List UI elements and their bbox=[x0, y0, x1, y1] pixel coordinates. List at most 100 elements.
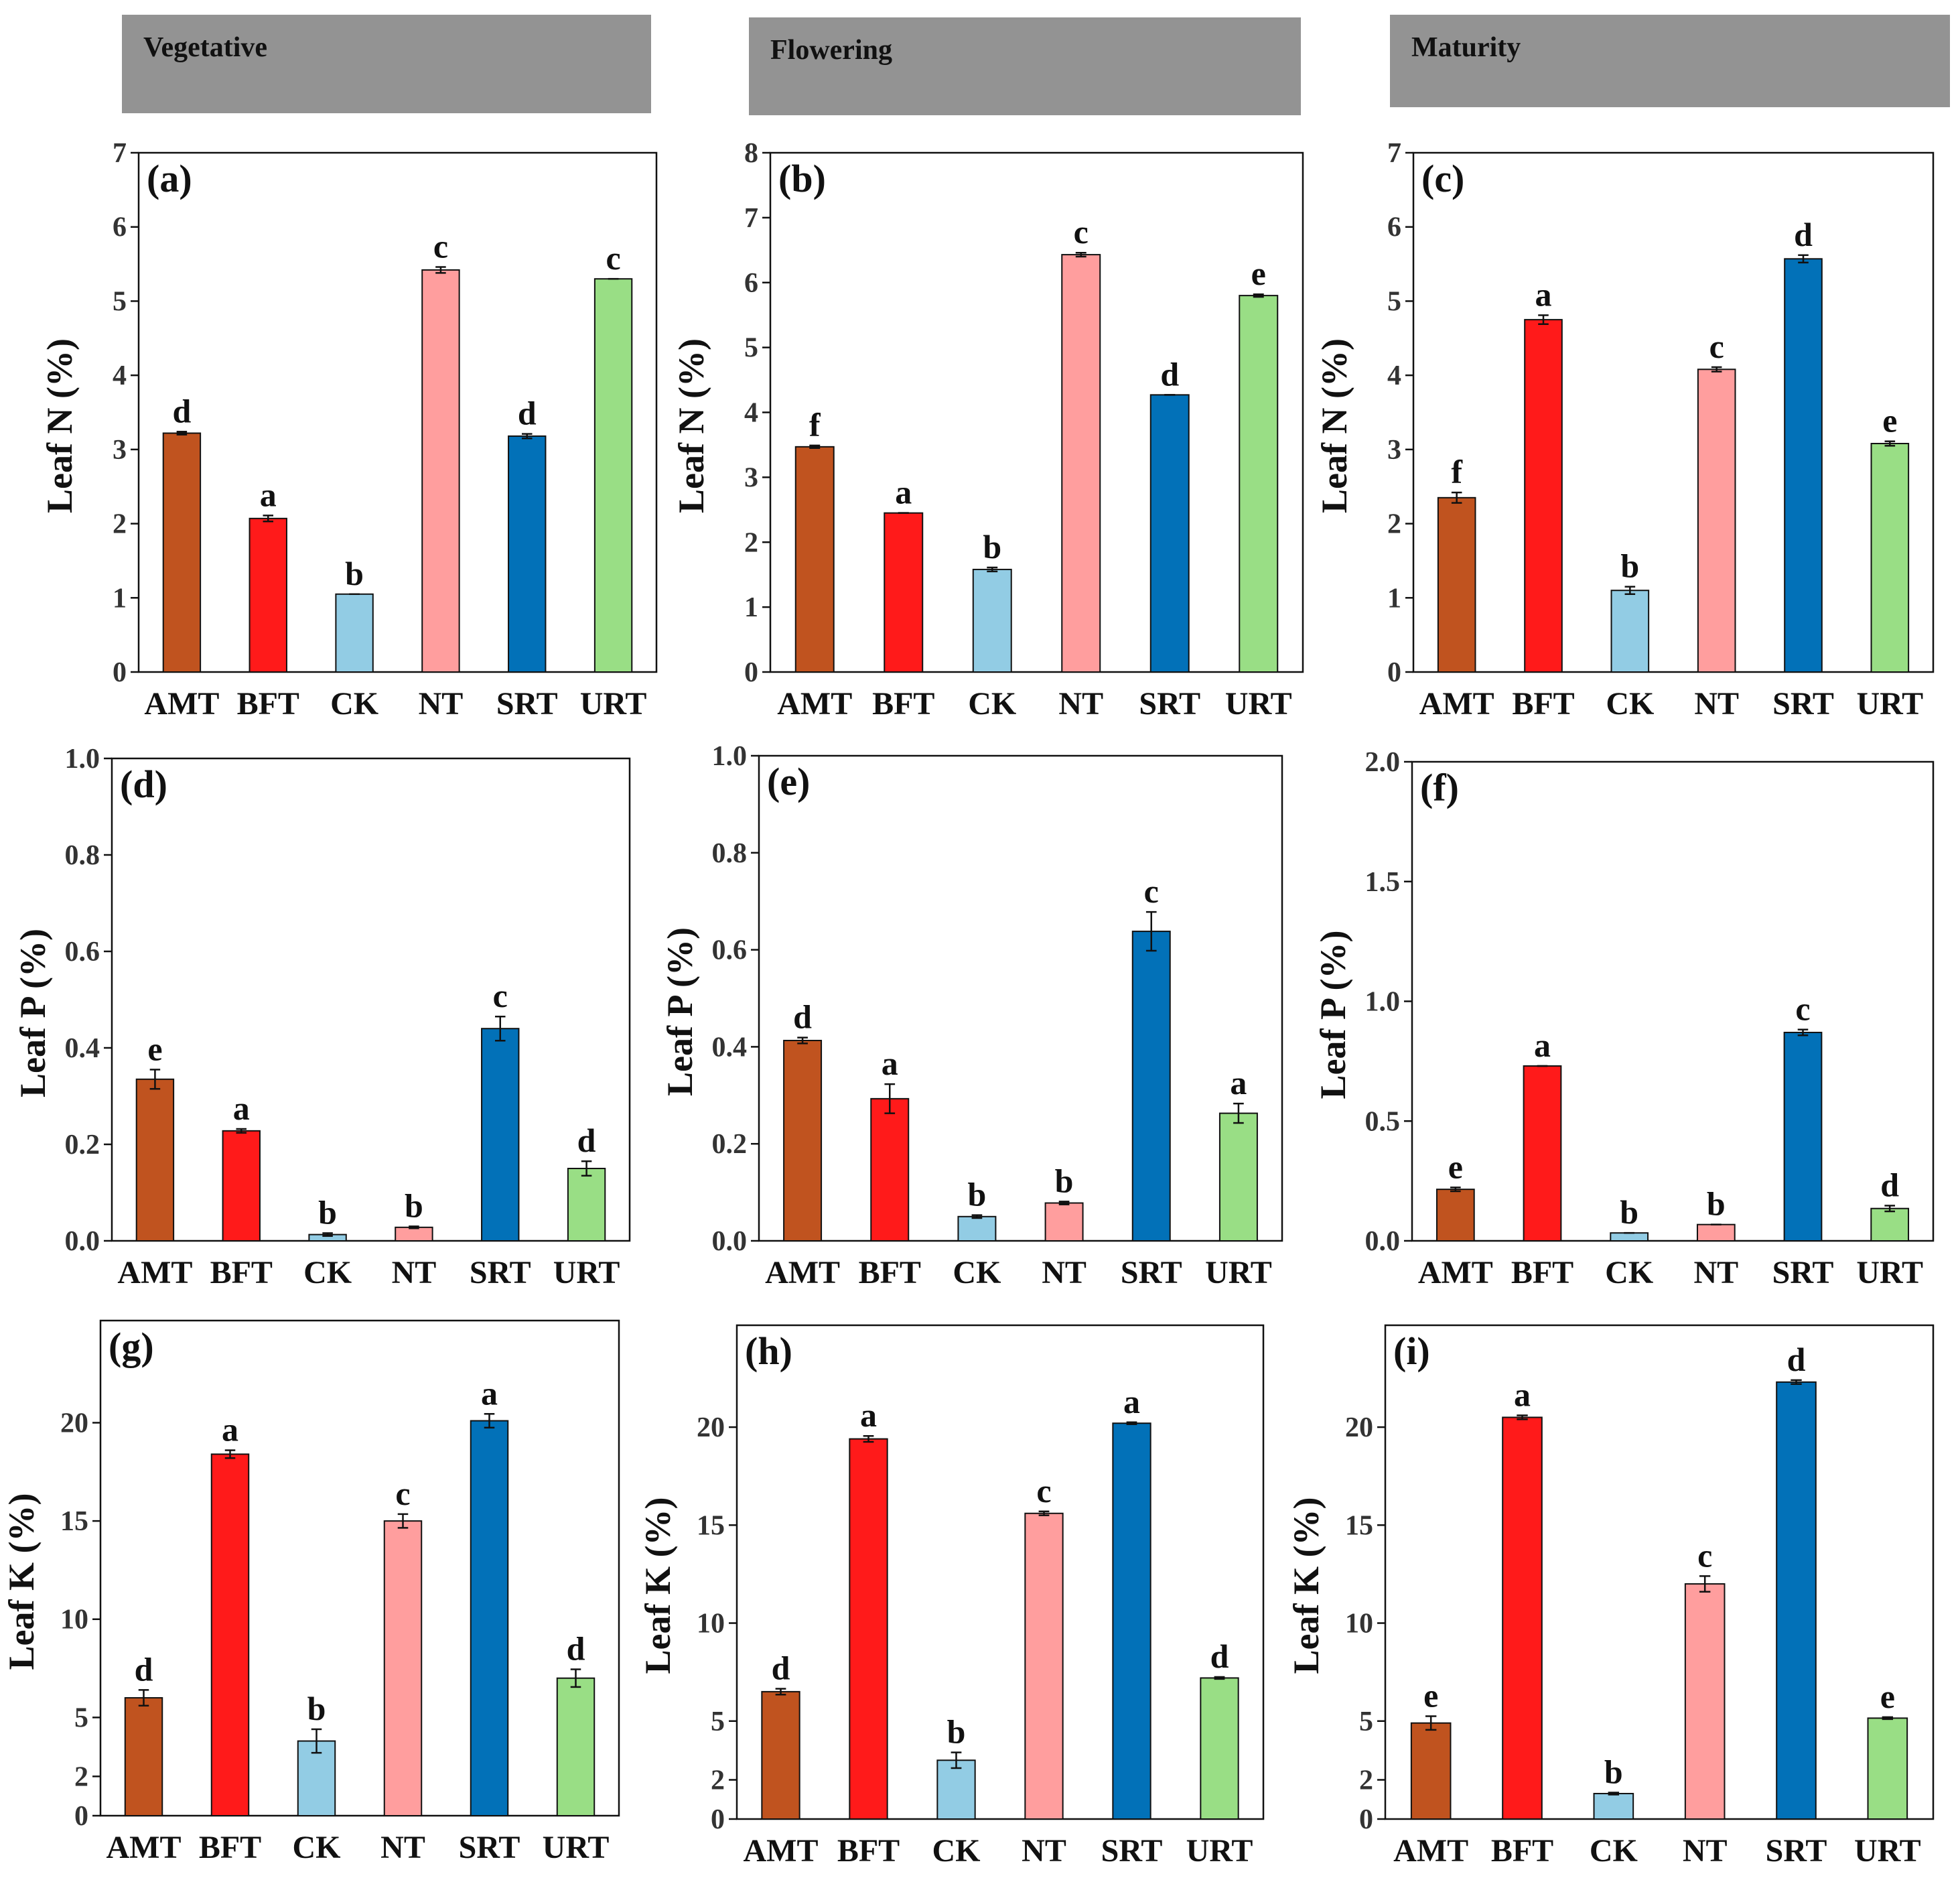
significance-letter-ck: b bbox=[1620, 1193, 1638, 1231]
bar-urt bbox=[1867, 1717, 1908, 1820]
bar-srt bbox=[1784, 258, 1823, 673]
y-axis-label: Leaf K (%) bbox=[638, 1497, 678, 1674]
significance-letter-urt: d bbox=[567, 1630, 585, 1668]
x-tick-label-nt: NT bbox=[1042, 1255, 1087, 1290]
x-tick-label-srt: SRT bbox=[1101, 1833, 1163, 1869]
significance-letter-urt: a bbox=[1230, 1064, 1247, 1101]
panel-label: (g) bbox=[109, 1325, 154, 1368]
significance-letter-urt: e bbox=[1880, 1678, 1895, 1715]
y-axis-label: Leaf N (%) bbox=[1314, 338, 1354, 513]
y-tick-label: 2.0 bbox=[1365, 747, 1401, 778]
x-tick-label-urt: URT bbox=[1857, 686, 1924, 722]
panel-label: (d) bbox=[120, 762, 167, 806]
x-tick-label-amt: AMT bbox=[777, 686, 852, 722]
y-tick-label: 3 bbox=[744, 462, 758, 493]
bar-nt bbox=[1696, 1223, 1736, 1242]
x-tick-label-bft: BFT bbox=[1511, 1255, 1573, 1290]
x-tick-label-bft: BFT bbox=[199, 1830, 261, 1865]
bar-bft bbox=[1524, 319, 1563, 673]
x-tick-label-bft: BFT bbox=[872, 686, 934, 722]
x-tick-label-urt: URT bbox=[1186, 1833, 1253, 1869]
y-tick-label: 15 bbox=[697, 1510, 725, 1541]
bar-urt bbox=[1200, 1677, 1239, 1820]
x-tick-label-nt: NT bbox=[380, 1830, 425, 1865]
significance-letter-srt: d bbox=[1787, 1341, 1806, 1378]
significance-letter-bft: a bbox=[1534, 1026, 1551, 1064]
x-tick-label-ck: CK bbox=[1590, 1833, 1638, 1869]
panel-d: (d) 0.0 0.2 0.4 0.6 0.8 1.0 Leaf P (%) e AMT a BFT b… bbox=[13, 744, 631, 1290]
x-tick-label-ck: CK bbox=[953, 1255, 1001, 1290]
x-tick-label-bft: BFT bbox=[1512, 686, 1574, 722]
significance-letter-srt: d bbox=[1160, 355, 1179, 393]
plot-frame bbox=[758, 754, 1283, 1242]
bar-srt bbox=[508, 435, 547, 673]
x-tick-label-bft: BFT bbox=[210, 1255, 273, 1290]
plot-frame bbox=[1411, 760, 1935, 1242]
x-tick-label-amt: AMT bbox=[1419, 686, 1494, 722]
y-tick-label: 2 bbox=[711, 1765, 725, 1796]
x-tick-label-urt: URT bbox=[1854, 1833, 1921, 1869]
y-tick-label: 0 bbox=[113, 657, 127, 688]
bar-srt bbox=[470, 1420, 509, 1817]
significance-letter-nt: c bbox=[1697, 1536, 1712, 1574]
y-tick-label: 0.2 bbox=[712, 1129, 748, 1160]
significance-letter-urt: e bbox=[1251, 255, 1266, 292]
y-tick-label: 0.8 bbox=[712, 838, 748, 869]
y-axis-label: Leaf P (%) bbox=[1313, 931, 1353, 1099]
x-tick-label-ck: CK bbox=[1606, 686, 1654, 722]
bar-ck bbox=[1593, 1792, 1634, 1820]
bar-urt bbox=[1239, 295, 1279, 673]
x-tick-label-amt: AMT bbox=[107, 1830, 182, 1865]
x-tick-label-urt: URT bbox=[580, 686, 647, 722]
significance-letter-ck: b bbox=[307, 1690, 326, 1727]
x-tick-label-urt: URT bbox=[543, 1830, 610, 1865]
panel-label: (a) bbox=[147, 157, 192, 200]
bar-urt bbox=[556, 1677, 596, 1816]
bar-urt bbox=[1218, 1112, 1258, 1242]
x-tick-label-nt: NT bbox=[419, 686, 464, 722]
bar-amt bbox=[783, 1039, 823, 1242]
bar-nt bbox=[1684, 1583, 1726, 1820]
panel-c: (c) 0 1 2 3 4 5 6 7 Leaf N (%) f AMT a BFT b CK c NT d SRT e… bbox=[1314, 138, 1935, 722]
x-tick-label-ck: CK bbox=[1605, 1255, 1653, 1290]
y-tick-label: 5 bbox=[1359, 1706, 1373, 1737]
bar-bft bbox=[870, 1097, 910, 1242]
bar-bft bbox=[222, 1130, 261, 1242]
y-tick-label: 6 bbox=[113, 212, 127, 243]
x-tick-label-ck: CK bbox=[968, 686, 1016, 722]
bar-nt bbox=[421, 269, 460, 673]
y-tick-label: 7 bbox=[744, 203, 758, 234]
y-tick-label: 2 bbox=[113, 509, 127, 540]
significance-letter-amt: e bbox=[1423, 1676, 1438, 1714]
x-tick-label-nt: NT bbox=[1694, 686, 1739, 722]
bar-ck bbox=[972, 568, 1012, 673]
x-tick-label-ck: CK bbox=[932, 1833, 981, 1869]
bar-ck bbox=[936, 1759, 976, 1820]
bar-amt bbox=[794, 446, 835, 673]
panel-a: (a) 0 1 2 3 4 5 6 7 Leaf N (%) d AMT a BFT b CK c NT d SRT c… bbox=[40, 138, 658, 722]
y-tick-label: 4 bbox=[1387, 360, 1401, 391]
y-tick-label: 0.0 bbox=[65, 1226, 100, 1257]
bar-bft bbox=[210, 1453, 250, 1816]
plot-frame bbox=[1412, 151, 1935, 673]
plot-frame bbox=[99, 1319, 620, 1817]
header-maturity: Maturity bbox=[1390, 15, 1950, 107]
y-tick-label: 0 bbox=[74, 1801, 88, 1832]
y-tick-label: 10 bbox=[697, 1609, 725, 1639]
y-tick-label: 5 bbox=[74, 1702, 88, 1733]
header-label: Vegetative bbox=[143, 32, 267, 63]
significance-letter-nt: c bbox=[1074, 213, 1089, 251]
significance-letter-nt: c bbox=[395, 1475, 410, 1512]
significance-letter-amt: f bbox=[1451, 453, 1463, 490]
y-tick-label: 3 bbox=[1387, 435, 1401, 466]
significance-letter-nt: c bbox=[1709, 328, 1724, 365]
y-tick-label: 0.0 bbox=[1365, 1226, 1401, 1257]
significance-letter-srt: a bbox=[1123, 1383, 1140, 1420]
significance-letter-amt: d bbox=[173, 392, 192, 429]
panel-h: (h) 0 2 5 10 15 20 Leaf K (%) d AMT a BFT b CK c NT a SRT… bbox=[638, 1324, 1265, 1869]
y-tick-label: 0.6 bbox=[712, 935, 748, 966]
significance-letter-bft: a bbox=[1514, 1376, 1531, 1414]
y-tick-label: 0.4 bbox=[65, 1033, 100, 1064]
x-tick-label-amt: AMT bbox=[1418, 1255, 1493, 1290]
y-tick-label: 1 bbox=[1387, 583, 1401, 614]
